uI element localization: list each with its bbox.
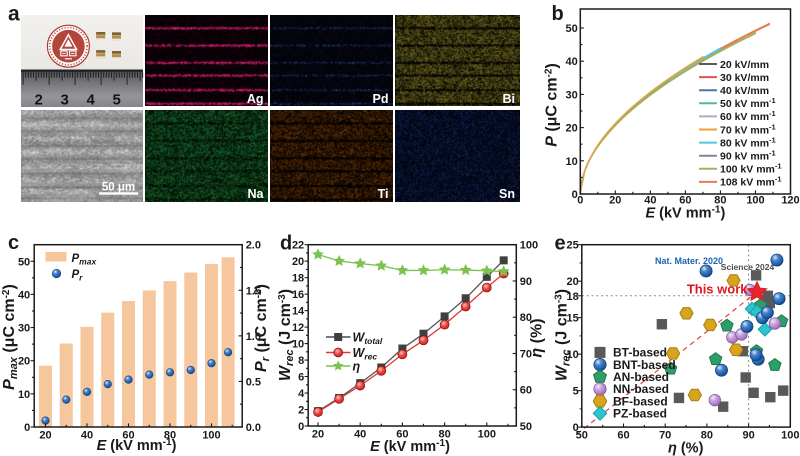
svg-text:50 kV mm-1: 50 kV mm-1 xyxy=(720,96,776,110)
svg-text:60: 60 xyxy=(520,385,532,397)
svg-text:Bi: Bi xyxy=(503,92,516,106)
svg-text:18: 18 xyxy=(292,273,304,285)
svg-text:This work: This work xyxy=(687,282,748,297)
svg-text:30: 30 xyxy=(566,89,578,101)
svg-text:60: 60 xyxy=(617,430,629,442)
svg-text:40: 40 xyxy=(354,429,366,441)
svg-text:22: 22 xyxy=(292,240,304,252)
svg-text:Nat. Mater. 2020: Nat. Mater. 2020 xyxy=(655,256,723,266)
svg-text:PZ-based: PZ-based xyxy=(613,407,667,421)
svg-text:e: e xyxy=(555,233,566,255)
svg-text:20 kV/mm: 20 kV/mm xyxy=(720,59,769,71)
svg-text:120: 120 xyxy=(781,195,799,207)
svg-text:10: 10 xyxy=(18,389,30,401)
svg-text:2.0: 2.0 xyxy=(246,240,261,252)
svg-text:20: 20 xyxy=(39,430,51,442)
svg-text:60 kV mm-1: 60 kV mm-1 xyxy=(720,109,776,123)
svg-text:0: 0 xyxy=(573,422,579,434)
svg-text:20: 20 xyxy=(312,429,324,441)
svg-text:d: d xyxy=(280,233,292,255)
svg-text:100: 100 xyxy=(781,430,799,442)
svg-text:5: 5 xyxy=(573,386,579,398)
svg-text:50: 50 xyxy=(566,23,578,35)
svg-text:90: 90 xyxy=(520,276,532,288)
svg-text:80 kV mm-1: 80 kV mm-1 xyxy=(720,135,776,149)
svg-text:a: a xyxy=(8,3,20,26)
svg-text:90: 90 xyxy=(742,430,754,442)
svg-text:P (μC cm-2): P (μC cm-2) xyxy=(544,63,561,147)
svg-text:Pmax: Pmax xyxy=(72,253,98,267)
svg-text:Pr (μC cm-2): Pr (μC cm-2) xyxy=(253,284,272,372)
svg-text:25: 25 xyxy=(567,240,579,252)
svg-text:0: 0 xyxy=(24,422,30,434)
svg-text:0: 0 xyxy=(572,189,578,201)
svg-text:20: 20 xyxy=(566,123,578,135)
svg-text:2: 2 xyxy=(35,92,43,109)
svg-text:20: 20 xyxy=(292,256,304,268)
svg-text:Sn: Sn xyxy=(499,187,515,201)
svg-text:0: 0 xyxy=(577,195,583,207)
svg-text:0: 0 xyxy=(298,421,304,433)
svg-text:5: 5 xyxy=(113,92,121,109)
svg-text:40 kV/mm: 40 kV/mm xyxy=(720,85,769,97)
svg-text:E (kV mm-1): E (kV mm-1) xyxy=(370,438,450,455)
svg-text:100: 100 xyxy=(746,195,764,207)
svg-text:Pmax (μC cm-2): Pmax (μC cm-2) xyxy=(1,284,20,390)
svg-text:70 kV mm-1: 70 kV mm-1 xyxy=(720,122,776,136)
svg-text:20: 20 xyxy=(567,276,579,288)
svg-text:Ti: Ti xyxy=(378,187,389,201)
svg-text:4: 4 xyxy=(87,92,96,109)
svg-text:3: 3 xyxy=(61,92,69,109)
svg-text:108 kV mm-1: 108 kV mm-1 xyxy=(720,175,782,189)
svg-text:30: 30 xyxy=(18,323,30,335)
svg-text:Pr: Pr xyxy=(72,269,84,283)
svg-text:E (kV mm-1): E (kV mm-1) xyxy=(97,437,177,454)
svg-text:c: c xyxy=(8,232,19,254)
svg-text:Na: Na xyxy=(248,187,265,201)
svg-text:8: 8 xyxy=(298,355,304,367)
svg-text:η (%): η (%) xyxy=(668,441,704,456)
svg-text:100: 100 xyxy=(202,430,220,442)
svg-text:40: 40 xyxy=(81,430,93,442)
svg-text:Wtotal: Wtotal xyxy=(353,331,383,347)
svg-text:Pd: Pd xyxy=(373,92,389,106)
svg-text:40: 40 xyxy=(566,56,578,68)
svg-text:50: 50 xyxy=(520,421,532,433)
svg-text:6: 6 xyxy=(298,372,304,384)
svg-text:40: 40 xyxy=(18,289,30,301)
svg-text:2: 2 xyxy=(298,405,304,417)
svg-text:100: 100 xyxy=(478,429,496,441)
svg-text:0.0: 0.0 xyxy=(246,422,261,434)
svg-text:η (%): η (%) xyxy=(529,318,546,357)
svg-text:50 μm: 50 μm xyxy=(102,182,135,194)
svg-text:E (kV mm-1): E (kV mm-1) xyxy=(645,205,725,222)
svg-text:Ag: Ag xyxy=(247,92,264,106)
svg-text:0.5: 0.5 xyxy=(246,376,261,388)
svg-text:10: 10 xyxy=(566,156,578,168)
svg-text:η: η xyxy=(353,360,361,374)
svg-text:Wrec (J cm-3): Wrec (J cm-3) xyxy=(277,289,296,381)
svg-text:Science 2024: Science 2024 xyxy=(721,262,775,272)
svg-text:90 kV mm-1: 90 kV mm-1 xyxy=(720,149,776,163)
svg-text:b: b xyxy=(552,3,564,25)
svg-text:30 kV/mm: 30 kV/mm xyxy=(720,72,769,84)
svg-text:20: 20 xyxy=(609,195,621,207)
svg-text:4: 4 xyxy=(298,388,305,400)
svg-text:50: 50 xyxy=(18,256,30,268)
svg-text:100: 100 xyxy=(520,240,538,252)
svg-text:100 kV mm-1: 100 kV mm-1 xyxy=(720,162,782,176)
